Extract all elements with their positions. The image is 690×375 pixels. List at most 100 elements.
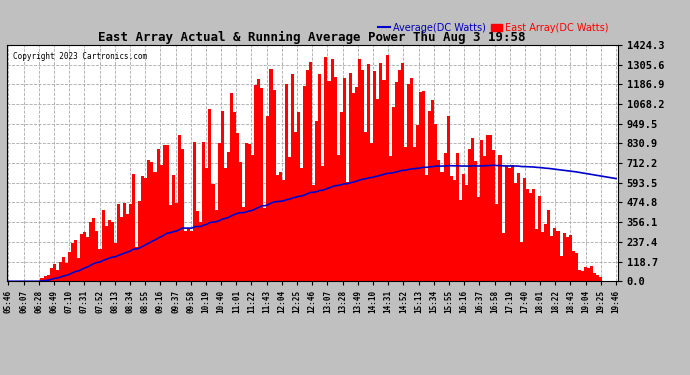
Bar: [373, 71, 376, 281]
Bar: [468, 149, 471, 281]
Bar: [538, 196, 541, 281]
Bar: [471, 138, 474, 281]
Bar: [483, 156, 486, 281]
Bar: [224, 168, 227, 281]
Bar: [108, 220, 110, 281]
Bar: [465, 185, 468, 281]
Bar: [324, 57, 328, 281]
Bar: [68, 252, 71, 281]
Bar: [562, 233, 566, 281]
Bar: [498, 155, 502, 281]
Bar: [230, 93, 233, 281]
Bar: [477, 197, 480, 281]
Bar: [453, 180, 455, 281]
Bar: [532, 189, 535, 281]
Bar: [557, 231, 560, 281]
Bar: [551, 236, 553, 281]
Bar: [275, 175, 279, 281]
Bar: [584, 267, 587, 281]
Bar: [148, 160, 150, 281]
Bar: [264, 208, 266, 281]
Bar: [135, 247, 138, 281]
Bar: [187, 228, 190, 281]
Bar: [245, 143, 248, 281]
Bar: [437, 160, 440, 281]
Bar: [596, 275, 599, 281]
Bar: [520, 242, 523, 281]
Bar: [474, 160, 477, 281]
Bar: [446, 116, 450, 281]
Bar: [114, 243, 117, 281]
Bar: [251, 155, 254, 281]
Bar: [120, 217, 123, 281]
Bar: [202, 142, 206, 281]
Bar: [306, 70, 309, 281]
Bar: [110, 222, 114, 281]
Bar: [215, 210, 217, 281]
Bar: [227, 152, 230, 281]
Bar: [62, 256, 65, 281]
Bar: [59, 262, 62, 281]
Bar: [141, 176, 144, 281]
Bar: [431, 100, 435, 281]
Bar: [397, 70, 401, 281]
Bar: [86, 237, 89, 281]
Bar: [166, 145, 169, 281]
Bar: [444, 153, 446, 281]
Bar: [132, 174, 135, 281]
Bar: [50, 268, 52, 281]
Bar: [566, 237, 569, 281]
Bar: [266, 116, 270, 281]
Bar: [480, 140, 483, 281]
Bar: [297, 112, 300, 281]
Bar: [486, 135, 489, 281]
Bar: [504, 166, 508, 281]
Bar: [95, 231, 99, 281]
Text: Copyright 2023 Cartronics.com: Copyright 2023 Cartronics.com: [13, 52, 147, 61]
Bar: [279, 172, 282, 281]
Bar: [65, 263, 68, 281]
Bar: [172, 175, 175, 281]
Bar: [56, 270, 59, 281]
Bar: [71, 243, 74, 281]
Bar: [236, 132, 239, 281]
Bar: [178, 135, 181, 281]
Bar: [560, 256, 562, 281]
Bar: [150, 162, 153, 281]
Bar: [422, 91, 425, 281]
Bar: [569, 235, 572, 281]
Bar: [117, 204, 120, 281]
Bar: [502, 233, 504, 281]
Bar: [144, 178, 148, 281]
Bar: [386, 55, 388, 281]
Bar: [248, 144, 251, 281]
Bar: [318, 74, 322, 281]
Bar: [43, 276, 47, 281]
Title: East Array Actual & Running Average Power Thu Aug 3 19:58: East Array Actual & Running Average Powe…: [99, 31, 526, 44]
Legend: Average(DC Watts), East Array(DC Watts): Average(DC Watts), East Array(DC Watts): [375, 19, 613, 37]
Bar: [315, 121, 318, 281]
Bar: [208, 110, 211, 281]
Bar: [270, 69, 273, 281]
Bar: [83, 232, 86, 281]
Bar: [309, 62, 313, 281]
Bar: [254, 85, 257, 281]
Bar: [572, 251, 575, 281]
Bar: [282, 180, 285, 281]
Bar: [300, 168, 303, 281]
Bar: [339, 112, 343, 281]
Bar: [544, 224, 547, 281]
Bar: [455, 153, 459, 281]
Bar: [358, 59, 361, 281]
Bar: [199, 222, 202, 281]
Bar: [74, 240, 77, 281]
Bar: [41, 278, 43, 281]
Bar: [511, 165, 514, 281]
Bar: [462, 174, 465, 281]
Bar: [419, 92, 422, 281]
Bar: [322, 166, 324, 281]
Bar: [343, 78, 346, 281]
Bar: [138, 201, 141, 281]
Bar: [587, 268, 590, 281]
Bar: [337, 155, 339, 281]
